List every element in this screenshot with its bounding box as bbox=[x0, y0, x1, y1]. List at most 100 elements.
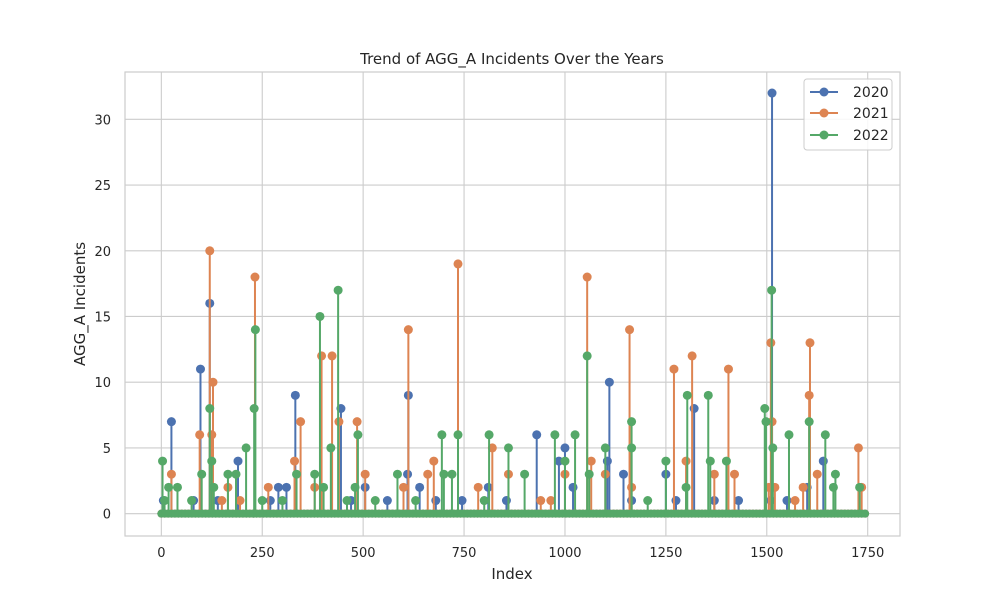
series-layer bbox=[157, 88, 870, 518]
x-tick-label: 1500 bbox=[750, 546, 783, 561]
x-tick-labels: 0 250 500 750 1000 1250 1500 1750 bbox=[157, 546, 884, 561]
data-point bbox=[382, 496, 392, 506]
data-point bbox=[207, 430, 217, 440]
data-point bbox=[520, 469, 530, 479]
data-point bbox=[570, 430, 580, 440]
data-point bbox=[784, 430, 794, 440]
data-point bbox=[855, 482, 865, 492]
data-point bbox=[158, 456, 168, 466]
y-axis-title: AGG_A Incidents bbox=[71, 242, 90, 366]
data-point bbox=[166, 469, 176, 479]
data-point bbox=[423, 469, 433, 479]
y-tick-labels: 0 5 10 15 20 25 30 bbox=[94, 113, 111, 522]
data-point bbox=[207, 456, 217, 466]
y-tick-label: 15 bbox=[94, 310, 111, 325]
data-point bbox=[315, 311, 325, 321]
data-point bbox=[370, 496, 380, 506]
data-point bbox=[342, 496, 352, 506]
data-point bbox=[760, 403, 770, 413]
data-point bbox=[473, 482, 483, 492]
data-point bbox=[327, 351, 337, 361]
data-point bbox=[209, 482, 219, 492]
data-point bbox=[560, 456, 570, 466]
data-point bbox=[197, 469, 207, 479]
legend-label-2020: 2020 bbox=[853, 85, 889, 101]
data-point bbox=[568, 482, 578, 492]
y-tick-label: 30 bbox=[94, 113, 111, 128]
data-point bbox=[625, 325, 635, 335]
data-point bbox=[768, 443, 778, 453]
data-point bbox=[160, 496, 170, 506]
data-point bbox=[798, 482, 808, 492]
data-point bbox=[273, 482, 283, 492]
data-point bbox=[353, 430, 363, 440]
data-point bbox=[604, 377, 614, 387]
data-point bbox=[249, 403, 259, 413]
y-tick-label: 20 bbox=[94, 245, 111, 260]
y-tick-label: 10 bbox=[94, 376, 111, 391]
data-point bbox=[235, 496, 245, 506]
data-point bbox=[172, 482, 182, 492]
data-point bbox=[828, 482, 838, 492]
data-point bbox=[223, 469, 233, 479]
data-point bbox=[790, 496, 800, 506]
legend: 2020 2021 2022 bbox=[803, 78, 893, 151]
legend-item-2021: 2021 bbox=[810, 106, 889, 122]
data-point bbox=[681, 482, 691, 492]
data-point bbox=[360, 469, 370, 479]
data-point bbox=[532, 430, 542, 440]
plot-frame bbox=[124, 71, 901, 537]
data-point bbox=[643, 496, 653, 506]
data-point bbox=[767, 285, 777, 295]
data-point bbox=[187, 496, 197, 506]
y-tick-label: 0 bbox=[103, 508, 111, 523]
data-point bbox=[830, 469, 840, 479]
baseline-point bbox=[861, 509, 870, 518]
data-point bbox=[208, 377, 218, 387]
data-point bbox=[399, 482, 409, 492]
data-point bbox=[546, 496, 556, 506]
data-point bbox=[310, 469, 320, 479]
data-point bbox=[812, 469, 822, 479]
data-point bbox=[277, 496, 287, 506]
data-point bbox=[447, 469, 457, 479]
data-point bbox=[703, 390, 713, 400]
data-point bbox=[290, 456, 300, 466]
data-point bbox=[501, 496, 511, 506]
data-point bbox=[687, 351, 697, 361]
data-point bbox=[453, 259, 463, 269]
data-point bbox=[453, 430, 463, 440]
data-point bbox=[392, 469, 402, 479]
data-point bbox=[411, 496, 421, 506]
data-point bbox=[619, 469, 629, 479]
legend-label-2021: 2021 bbox=[853, 106, 889, 122]
data-point bbox=[730, 469, 740, 479]
data-point bbox=[671, 496, 681, 506]
data-point bbox=[584, 469, 594, 479]
x-tick-label: 1250 bbox=[649, 546, 682, 561]
chart-title: Trend of AGG_A Incidents Over the Years bbox=[359, 50, 664, 69]
data-point bbox=[250, 325, 260, 335]
data-point bbox=[431, 496, 441, 506]
data-point bbox=[767, 88, 777, 98]
data-point bbox=[352, 417, 362, 427]
data-point bbox=[241, 443, 251, 453]
data-point bbox=[560, 443, 570, 453]
data-point bbox=[281, 482, 291, 492]
x-axis-title: Index bbox=[491, 565, 532, 583]
data-point bbox=[164, 482, 174, 492]
data-point bbox=[479, 496, 489, 506]
data-point bbox=[669, 364, 679, 374]
data-point bbox=[292, 469, 302, 479]
data-point bbox=[536, 496, 546, 506]
data-point bbox=[627, 417, 637, 427]
data-point bbox=[550, 430, 560, 440]
data-point bbox=[457, 496, 467, 506]
data-point bbox=[317, 351, 327, 361]
data-point bbox=[250, 272, 260, 282]
data-point bbox=[205, 246, 215, 256]
data-point bbox=[723, 364, 733, 374]
data-point bbox=[761, 417, 771, 427]
data-point bbox=[602, 456, 612, 466]
data-point bbox=[805, 338, 815, 348]
